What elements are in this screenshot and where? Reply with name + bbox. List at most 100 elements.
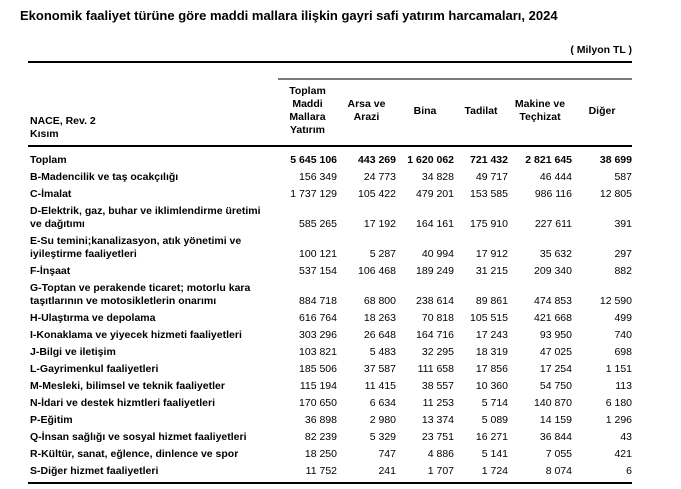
- value-cell: 36 898: [304, 414, 337, 426]
- value-cell: 68 800: [363, 295, 396, 307]
- row-label: N-İdari ve destek hizmtleri faaliyetleri: [30, 397, 215, 409]
- value-cell: 227 611: [534, 218, 572, 230]
- table-row: C-İmalat 1 737 129 105 422 479 201 153 585 98…: [28, 186, 632, 203]
- value-cell: 18 250: [304, 448, 337, 460]
- value-cell: 1 737 129: [290, 188, 337, 200]
- value-cell: 17 856: [475, 363, 508, 375]
- value-cell: 113: [615, 380, 632, 392]
- table-row: M-Mesleki, bilimsel ve teknik faaliyetle…: [28, 378, 632, 395]
- value-cell: 13 374: [421, 414, 454, 426]
- value-cell: 40 994: [421, 248, 454, 260]
- value-cell: 740: [614, 329, 632, 341]
- table-row: G-Toptan ve perakende ticaret; motorlu k…: [28, 280, 632, 310]
- row-label: F-İnşaat: [30, 265, 71, 277]
- row-label: B-Madencilik ve taş ocakçılığı: [30, 171, 179, 183]
- value-cell: 884 718: [299, 295, 337, 307]
- table-body: Toplam 5 645 106 443 269 1 620 062 721 432 2 …: [28, 146, 632, 483]
- row-label: L-Gayrimenkul faaliyetleri: [30, 363, 159, 375]
- row-label: R-Kültür, sanat, eğlence, dinlence ve sp…: [30, 448, 239, 460]
- value-cell: 164 716: [416, 329, 454, 341]
- value-cell: 8 074: [545, 465, 572, 477]
- table-row: D-Elektrik, gaz, buhar ve iklimlendirme …: [28, 203, 632, 233]
- value-cell: 6: [626, 465, 632, 477]
- value-cell: 189 249: [416, 265, 454, 277]
- value-cell: 5 141: [481, 448, 508, 460]
- value-cell: 747: [378, 448, 396, 460]
- value-cell: 115 194: [299, 380, 337, 392]
- value-cell: 238 614: [416, 295, 454, 307]
- value-cell: 18 263: [363, 312, 396, 324]
- table-row: N-İdari ve destek hizmtleri faaliyetleri…: [28, 395, 632, 412]
- value-cell: 11 752: [305, 465, 337, 477]
- value-cell: 23 751: [421, 431, 454, 443]
- value-cell: 986 116: [534, 188, 572, 200]
- value-cell: 1 707: [427, 465, 454, 477]
- value-cell: 1 620 062: [407, 154, 454, 166]
- value-cell: 43: [620, 431, 632, 443]
- value-cell: 111 658: [417, 363, 454, 375]
- column-header-machinery: Makine ve Teçhizat: [508, 78, 572, 147]
- table-row: I-Konaklama ve yiyecek hizmeti faaliyetl…: [28, 327, 632, 344]
- value-cell: 5 089: [481, 414, 508, 426]
- value-cell: 54 750: [539, 380, 572, 392]
- value-cell: 82 239: [304, 431, 337, 443]
- value-cell: 882: [614, 265, 632, 277]
- value-cell: 7 055: [545, 448, 572, 460]
- value-cell: 89 861: [475, 295, 508, 307]
- table-row: S-Diğer hizmet faaliyetleri 11 752 241 1 70…: [28, 463, 632, 483]
- table-row: Toplam 5 645 106 443 269 1 620 062 721 432 2 …: [28, 146, 632, 169]
- column-header-nace: NACE, Rev. 2 Kısım: [28, 79, 278, 147]
- value-cell: 10 360: [475, 380, 508, 392]
- row-label: S-Diğer hizmet faaliyetleri: [30, 465, 159, 477]
- value-cell: 11 253: [422, 397, 454, 409]
- value-cell: 5 287: [369, 248, 396, 260]
- value-cell: 14 159: [539, 414, 572, 426]
- column-header-building: Bina: [396, 78, 454, 147]
- value-cell: 443 269: [358, 154, 396, 166]
- row-label: M-Mesleki, bilimsel ve teknik faaliyetle…: [30, 380, 225, 392]
- column-header-nace-line2: Kısım: [30, 128, 59, 140]
- row-label: H-Ulaştırma ve depolama: [30, 312, 156, 324]
- value-cell: 303 296: [299, 329, 337, 341]
- value-cell: 616 764: [299, 312, 337, 324]
- value-cell: 100 121: [299, 248, 337, 260]
- value-cell: 17 192: [363, 218, 396, 230]
- row-label: Q-İnsan sağlığı ve sosyal hizmet faaliye…: [30, 431, 247, 443]
- value-cell: 12 590: [599, 295, 632, 307]
- table-row: Q-İnsan sağlığı ve sosyal hizmet faaliye…: [28, 429, 632, 446]
- value-cell: 479 201: [416, 188, 454, 200]
- row-label: I-Konaklama ve yiyecek hizmeti faaliyetl…: [30, 329, 242, 341]
- value-cell: 721 432: [470, 154, 508, 166]
- value-cell: 140 870: [534, 397, 572, 409]
- value-cell: 12 805: [599, 188, 632, 200]
- column-header-renovation: Tadilat: [454, 78, 508, 147]
- page-title: Ekonomik faaliyet türüne göre maddi mall…: [20, 8, 558, 23]
- value-cell: 93 950: [539, 329, 572, 341]
- value-cell: 37 587: [363, 363, 396, 375]
- value-cell: 18 319: [475, 346, 508, 358]
- table-row: P-Eğitim 36 898 2 980 13 374 5 089 14 159 1 29…: [28, 412, 632, 429]
- value-cell: 36 844: [539, 431, 572, 443]
- value-cell: 47 025: [539, 346, 572, 358]
- value-cell: 209 340: [534, 265, 572, 277]
- value-cell: 106 468: [358, 265, 396, 277]
- value-cell: 170 650: [299, 397, 337, 409]
- value-cell: 32 295: [421, 346, 454, 358]
- value-cell: 49 717: [475, 171, 508, 183]
- value-cell: 38 557: [421, 380, 454, 392]
- table-row: B-Madencilik ve taş ocakçılığı 156 349 24 …: [28, 169, 632, 186]
- value-cell: 17 912: [475, 248, 508, 260]
- value-cell: 105 515: [470, 312, 508, 324]
- table-row: R-Kültür, sanat, eğlence, dinlence ve sp…: [28, 446, 632, 463]
- row-label: J-Bilgi ve iletişim: [30, 346, 116, 358]
- row-label: D-Elektrik, gaz, buhar ve iklimlendirme …: [30, 205, 261, 230]
- value-cell: 105 422: [358, 188, 396, 200]
- value-cell: 585 265: [299, 218, 337, 230]
- investment-table: NACE, Rev. 2 Kısım Toplam Maddi Mallara …: [28, 61, 632, 484]
- value-cell: 587: [614, 171, 632, 183]
- value-cell: 38 699: [599, 154, 632, 166]
- header-spacer-row: [28, 62, 632, 79]
- value-cell: 297: [614, 248, 632, 260]
- value-cell: 1 296: [605, 414, 632, 426]
